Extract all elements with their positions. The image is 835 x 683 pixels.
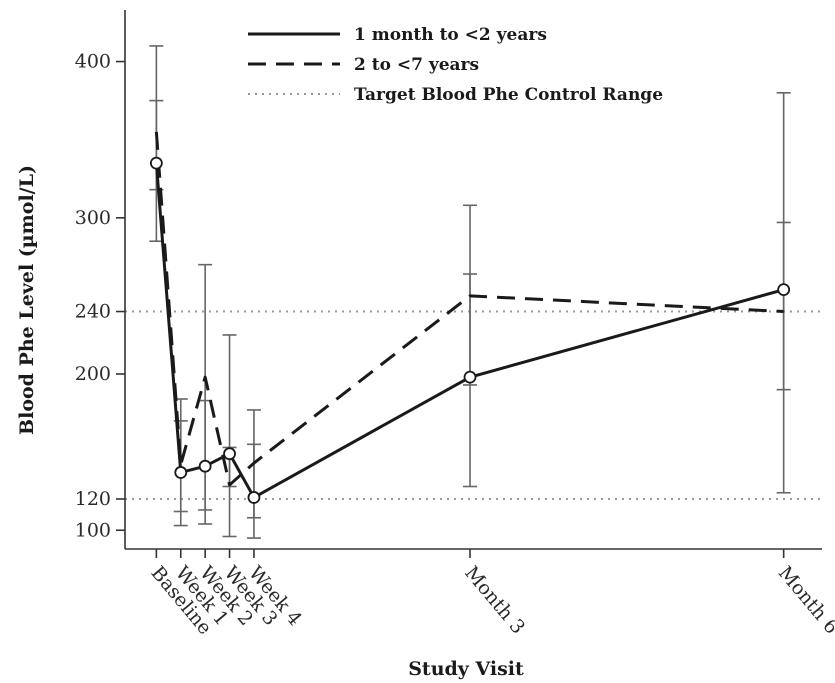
y-axis-title: Blood Phe Level (µmol/L) xyxy=(16,165,38,435)
point-series-1-3 xyxy=(223,447,236,461)
point-series-1-2 xyxy=(198,459,212,473)
y-tick-label-120: 120 xyxy=(75,488,111,510)
point-series-1-4 xyxy=(247,491,261,504)
legend-label-series-2: 2 to <7 years xyxy=(354,55,479,75)
point-series-1-5 xyxy=(463,370,477,384)
x-axis-title: Study Visit xyxy=(408,658,524,680)
x-tick-label-5: Month 3 xyxy=(460,562,529,638)
error-bar-series-2-4 xyxy=(246,443,261,519)
point-series-1-6 xyxy=(777,283,791,297)
legend: 1 month to <2 years 2 to <7 years Target… xyxy=(248,25,663,105)
x-tick-label-6: Month 6 xyxy=(774,562,835,638)
y-tick-label-200: 200 xyxy=(75,363,111,385)
error-bar-series-2-6 xyxy=(776,221,791,391)
error-bar-series-2-5 xyxy=(463,273,478,386)
series-line-2 xyxy=(154,131,784,487)
axes xyxy=(124,10,822,550)
y-tick-label-100: 100 xyxy=(75,519,111,541)
error-bar-series-1-3 xyxy=(222,334,237,538)
legend-label-reference: Target Blood Phe Control Range xyxy=(354,85,663,105)
y-ticks: 100 120 200 240 300 400 xyxy=(75,51,125,541)
legend-label-series-1: 1 month to <2 years xyxy=(354,25,547,45)
y-tick-label-240: 240 xyxy=(75,301,111,323)
point-series-1-0 xyxy=(149,156,163,170)
y-tick-label-400: 400 xyxy=(75,51,111,73)
y-tick-label-300: 300 xyxy=(75,207,111,229)
point-series-1-1 xyxy=(174,466,188,479)
series-markers xyxy=(149,156,791,504)
error-bars xyxy=(149,45,791,539)
